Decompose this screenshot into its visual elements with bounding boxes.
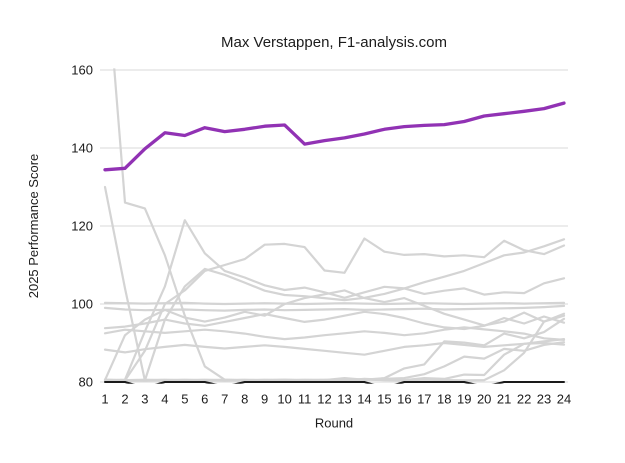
x-tick-label-3: 3: [141, 392, 148, 407]
y-axis-title: 2025 Performance Score: [26, 154, 41, 299]
x-tick-label-24: 24: [557, 392, 571, 407]
y-tick-label-140: 140: [71, 141, 93, 156]
y-tick-label-120: 120: [71, 219, 93, 234]
series-unlabeled-driver-6: [103, 301, 566, 306]
series-layer: [103, 68, 566, 384]
x-tick-label-18: 18: [437, 392, 451, 407]
x-tick-label-7: 7: [221, 392, 228, 407]
x-tick-label-2: 2: [121, 392, 128, 407]
x-axis-title: Round: [315, 416, 353, 431]
x-tick-label-13: 13: [337, 392, 351, 407]
x-tick-label-15: 15: [377, 392, 391, 407]
series-unlabeled-driver-bottom: [104, 381, 565, 384]
x-tick-label-1: 1: [101, 392, 108, 407]
y-tick-label-160: 160: [71, 63, 93, 78]
y-tick-label-100: 100: [71, 297, 93, 312]
x-tick-label-10: 10: [277, 392, 291, 407]
series-unlabeled-driver-3: [103, 219, 566, 382]
x-tick-label-6: 6: [201, 392, 208, 407]
series-unlabeled-driver-9: [103, 326, 566, 341]
x-tick-label-14: 14: [357, 392, 371, 407]
x-tick-label-22: 22: [517, 392, 531, 407]
x-tick-label-4: 4: [161, 392, 168, 407]
x-tick-label-5: 5: [181, 392, 188, 407]
series-unlabeled-driver-10: [103, 341, 566, 356]
series-unlabeled-driver-5: [103, 238, 566, 382]
series-unlabeled-driver-13: [103, 310, 566, 331]
x-tick-label-19: 19: [457, 392, 471, 407]
x-tick-label-12: 12: [317, 392, 331, 407]
x-tick-label-21: 21: [497, 392, 511, 407]
x-tick-label-8: 8: [241, 392, 248, 407]
x-tick-label-23: 23: [537, 392, 551, 407]
x-tick-label-20: 20: [477, 392, 491, 407]
x-tick-label-11: 11: [298, 392, 312, 407]
x-tick-label-16: 16: [397, 392, 411, 407]
x-tick-label-9: 9: [261, 392, 268, 407]
series-unlabeled-driver-12: [103, 317, 566, 382]
chart-title: Max Verstappen, F1-analysis.com: [221, 34, 447, 51]
x-tick-label-17: 17: [417, 392, 431, 407]
series-unlabeled-driver-7: [103, 304, 566, 312]
series-max-verstappen: [103, 101, 566, 172]
y-tick-label-80: 80: [79, 375, 93, 390]
